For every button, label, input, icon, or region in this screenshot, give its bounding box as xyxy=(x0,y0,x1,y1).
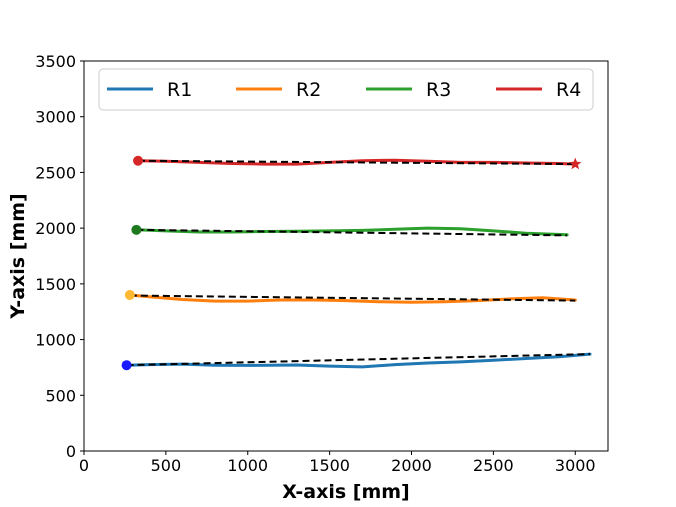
plot-background xyxy=(84,61,608,451)
axes-layer: 0 500 1000 1500 2000 2500 3000 0 500 1000 1500 2000… xyxy=(35,52,609,475)
x-tick-label: 1000 xyxy=(227,456,268,475)
legend-box xyxy=(98,68,594,111)
y-tick-label: 3000 xyxy=(35,108,76,127)
series-layer xyxy=(121,155,592,371)
plot-frame xyxy=(83,60,609,452)
x-tick-label: 3000 xyxy=(555,456,596,475)
series-line-r3 xyxy=(134,226,569,237)
x-tick-label: 2000 xyxy=(391,456,432,475)
y-tick-label: 1500 xyxy=(35,275,76,294)
reference-line-r2 xyxy=(129,294,576,302)
legend-label-r3: R3 xyxy=(426,79,451,101)
legend-label-r1: R1 xyxy=(167,79,192,101)
y-tick-label: 1000 xyxy=(35,331,76,350)
x-axis-label: X-axis [mm] xyxy=(282,481,409,503)
start-marker-r4 xyxy=(133,155,144,166)
y-tick-label: 2000 xyxy=(35,219,76,238)
legend-label-r4: R4 xyxy=(556,79,581,101)
start-marker-r3 xyxy=(131,224,142,235)
y-tick-label: 3500 xyxy=(35,52,76,71)
y-tick-label: 500 xyxy=(45,386,76,405)
y-axis-label: Y-axis [mm] xyxy=(7,193,29,319)
start-marker-r1 xyxy=(121,360,132,371)
plot-area xyxy=(84,61,608,451)
reference-line-r4 xyxy=(138,159,576,166)
y-tick-label: 0 xyxy=(66,442,76,461)
x-tick-label: 2500 xyxy=(473,456,514,475)
x-tick-label: 1500 xyxy=(309,456,350,475)
legend: R1 R2 R3 R4 xyxy=(98,68,594,111)
x-tick-label: 500 xyxy=(151,456,182,475)
reference-line-r1 xyxy=(126,353,591,367)
x-tick-label: 0 xyxy=(79,456,89,475)
reference-line-r3 xyxy=(136,228,568,237)
legend-label-r2: R2 xyxy=(296,79,321,101)
end-marker-star-r4 xyxy=(569,157,582,170)
y-tick-label: 2500 xyxy=(35,163,76,182)
start-marker-r2 xyxy=(124,290,135,300)
